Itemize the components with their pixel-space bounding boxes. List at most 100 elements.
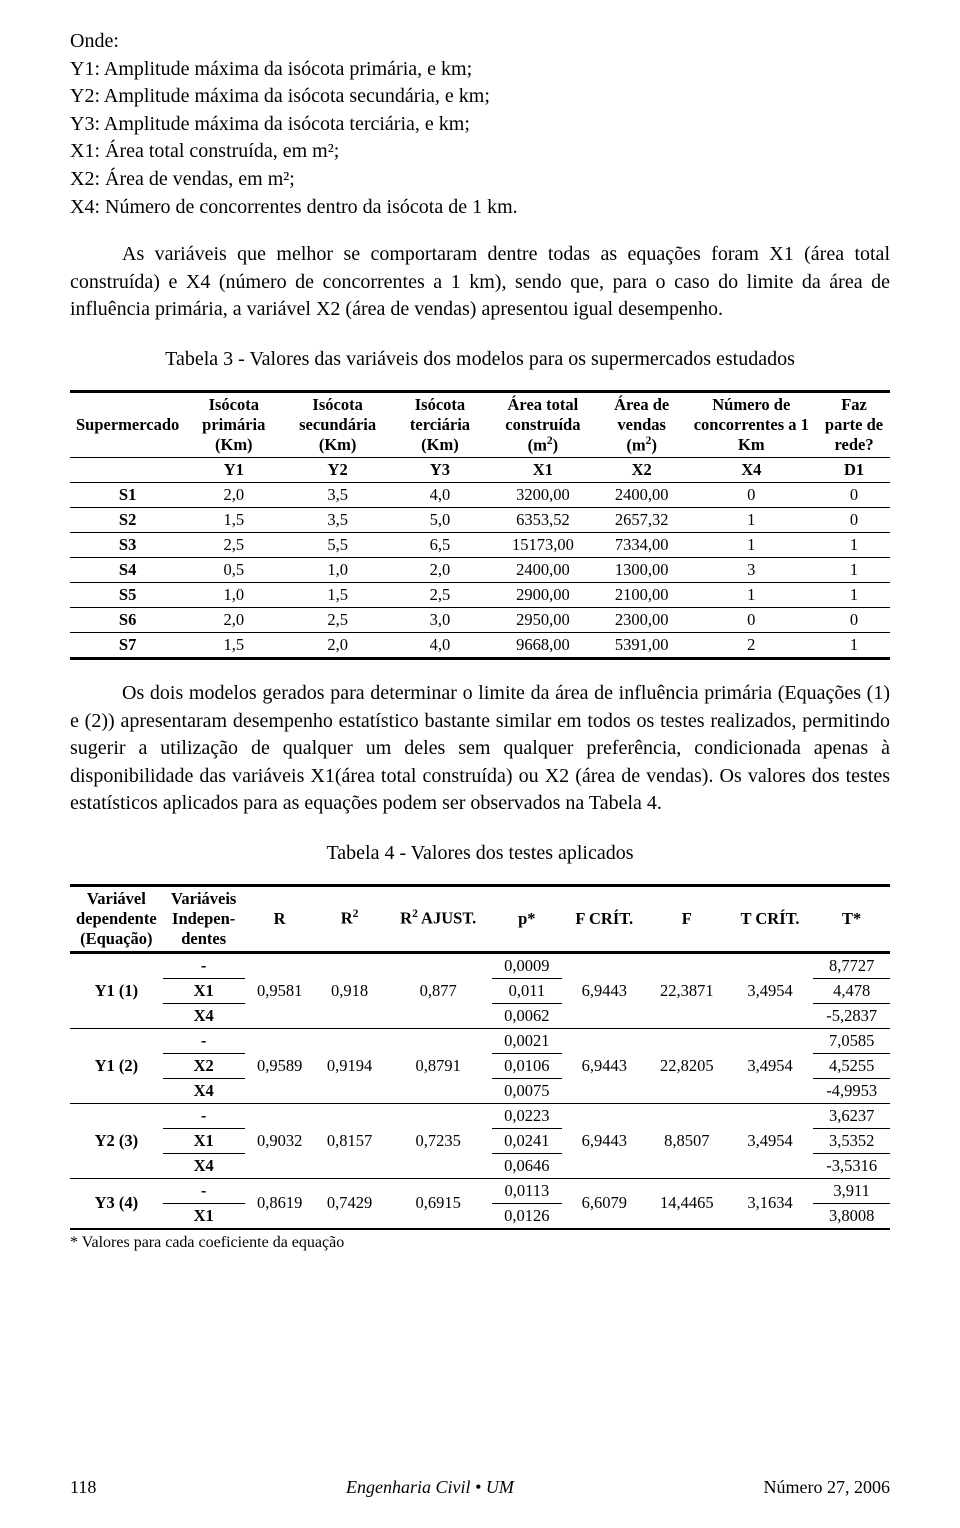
table3-header-cell: Isócota primária (Km) <box>185 391 282 458</box>
table3-cell: 5,0 <box>393 508 487 533</box>
table3-subheader-cell: X1 <box>487 458 599 483</box>
table3-cell: 7334,00 <box>599 533 685 558</box>
table3-subheader-cell: Y1 <box>185 458 282 483</box>
table3-cell: 2,5 <box>185 533 282 558</box>
table3-cell: 1 <box>685 583 819 608</box>
table4-indep-cell: - <box>163 1178 245 1203</box>
table3-cell: S6 <box>70 608 185 633</box>
table3-cell: 9668,00 <box>487 633 599 659</box>
def-x2: X2: Área de vendas, em m²; <box>70 166 890 194</box>
table3-cell: 2,0 <box>282 633 393 659</box>
defs-lead: Onde: <box>70 28 890 56</box>
def-y2: Y2: Amplitude máxima da isócota secundár… <box>70 83 890 111</box>
table3-cell: 2657,32 <box>599 508 685 533</box>
table4-row: Y2 (3)-0,90320,81570,72350,02236,94438,8… <box>70 1103 890 1128</box>
table3-cell: 3200,00 <box>487 483 599 508</box>
table4-header-cell: T CRÍT. <box>727 885 814 952</box>
table4-stat-cell: 0,7235 <box>385 1103 492 1178</box>
table3-cell: S1 <box>70 483 185 508</box>
table4-p-cell: 0,0113 <box>492 1178 562 1203</box>
table4-p-cell: 0,0106 <box>492 1053 562 1078</box>
table4-stat-cell: 3,4954 <box>727 952 814 1028</box>
table4-header-cell: F CRÍT. <box>562 885 647 952</box>
table3-cell: 2400,00 <box>599 483 685 508</box>
table3-cell: 2400,00 <box>487 558 599 583</box>
table4-indep-cell: X2 <box>163 1053 245 1078</box>
table4-caption: Tabela 4 - Valores dos testes aplicados <box>70 840 890 868</box>
table4-stat-cell: 6,6079 <box>562 1178 647 1229</box>
table3-cell: 1 <box>818 533 890 558</box>
table3-cell: 0 <box>685 483 819 508</box>
table4-header-cell: F <box>647 885 727 952</box>
table4-body: Y1 (1)-0,95810,9180,8770,00096,944322,38… <box>70 952 890 1229</box>
table3-cell: 3,5 <box>282 483 393 508</box>
table4-stat-cell: 0,9194 <box>315 1028 385 1103</box>
table3-row: S62,02,53,02950,002300,0000 <box>70 608 890 633</box>
def-x4: X4: Número de concorrentes dentro da isó… <box>70 194 890 222</box>
table3-cell: 1,5 <box>282 583 393 608</box>
table3-cell: 4,0 <box>393 483 487 508</box>
table4-indep-cell: - <box>163 952 245 978</box>
footer-issue: Número 27, 2006 <box>764 1477 890 1498</box>
table4-stat-cell: 6,9443 <box>562 1103 647 1178</box>
table4-p-cell: 0,0126 <box>492 1203 562 1229</box>
table3-cell: 2 <box>685 633 819 659</box>
table3-cell: 1 <box>818 583 890 608</box>
table4-header-cell: Variável dependente (Equação) <box>70 885 163 952</box>
table4-t-cell: 3,6237 <box>813 1103 890 1128</box>
table3-header-cell: Isócota terciária (Km) <box>393 391 487 458</box>
table4-p-cell: 0,0021 <box>492 1028 562 1053</box>
table3-row: S32,55,56,515173,007334,0011 <box>70 533 890 558</box>
table3-header-cell: Número de concorrentes a 1 Km <box>685 391 819 458</box>
table4-dep-cell: Y1 (1) <box>70 952 163 1028</box>
table4-stat-cell: 0,6915 <box>385 1178 492 1229</box>
table4-t-cell: 3,8008 <box>813 1203 890 1229</box>
table4-header-cell: R <box>245 885 315 952</box>
table4-p-cell: 0,0241 <box>492 1128 562 1153</box>
table3-cell: 5,5 <box>282 533 393 558</box>
table3-cell: 2,5 <box>282 608 393 633</box>
table3-row: S12,03,54,03200,002400,0000 <box>70 483 890 508</box>
table3-cell: 2300,00 <box>599 608 685 633</box>
table4-t-cell: -3,5316 <box>813 1153 890 1178</box>
table3-subheader-cell <box>70 458 185 483</box>
table3-cell: 3 <box>685 558 819 583</box>
table4-t-cell: -4,9953 <box>813 1078 890 1103</box>
table4-header-cell: T* <box>813 885 890 952</box>
table3-row: S51,01,52,52900,002100,0011 <box>70 583 890 608</box>
table3-subheader-cell: Y3 <box>393 458 487 483</box>
table4-stat-cell: 22,3871 <box>647 952 727 1028</box>
table3-body: S12,03,54,03200,002400,0000S21,53,55,063… <box>70 483 890 659</box>
table4-p-cell: 0,0075 <box>492 1078 562 1103</box>
table4-indep-cell: X4 <box>163 1078 245 1103</box>
table3-cell: 3,5 <box>282 508 393 533</box>
table4-stat-cell: 6,9443 <box>562 1028 647 1103</box>
table4-header-cell: R2 <box>315 885 385 952</box>
table3-cell: 2,5 <box>393 583 487 608</box>
table3-cell: 1,0 <box>185 583 282 608</box>
table4-stat-cell: 0,8157 <box>315 1103 385 1178</box>
table3-cell: 1 <box>685 508 819 533</box>
table4-p-cell: 0,0062 <box>492 1003 562 1028</box>
table3-cell: S2 <box>70 508 185 533</box>
table3-cell: 1300,00 <box>599 558 685 583</box>
table3-cell: S4 <box>70 558 185 583</box>
table4-stat-cell: 0,9581 <box>245 952 315 1028</box>
table3-header-cell: Supermercado <box>70 391 185 458</box>
table-4: Variável dependente (Equação)Variáveis I… <box>70 884 890 1230</box>
table4-dep-cell: Y1 (2) <box>70 1028 163 1103</box>
table4-dep-cell: Y3 (4) <box>70 1178 163 1229</box>
table4-stat-cell: 8,8507 <box>647 1103 727 1178</box>
table4-header-cell: Variáveis Indepen-dentes <box>163 885 245 952</box>
table3-cell: 0,5 <box>185 558 282 583</box>
table3-cell: 2950,00 <box>487 608 599 633</box>
table4-indep-cell: X1 <box>163 1128 245 1153</box>
table3-row: S21,53,55,06353,522657,3210 <box>70 508 890 533</box>
table3-cell: 2,0 <box>185 608 282 633</box>
table4-stat-cell: 6,9443 <box>562 952 647 1028</box>
table3-subheader-cell: X2 <box>599 458 685 483</box>
table3-caption: Tabela 3 - Valores das variáveis dos mod… <box>70 346 890 374</box>
table4-dep-cell: Y2 (3) <box>70 1103 163 1178</box>
table3-cell: 2,0 <box>185 483 282 508</box>
table3-cell: S5 <box>70 583 185 608</box>
